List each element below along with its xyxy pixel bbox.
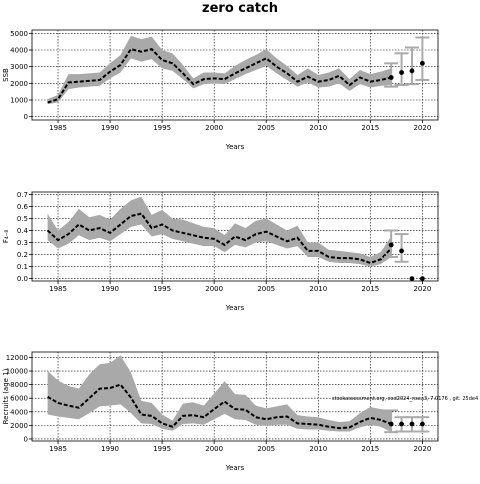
y-tick-label: 2000	[10, 422, 28, 430]
x-tick-label: 1985	[49, 445, 67, 453]
footnote: stockassessment.org, cod2024_nsea3, 7.01…	[332, 396, 478, 402]
estimate-line	[47, 48, 392, 104]
forecast-point	[409, 276, 415, 281]
confidence-band	[47, 196, 392, 267]
forecast-point	[419, 60, 425, 66]
x-tick-label: 1990	[101, 124, 119, 132]
x-tick-label: 2005	[257, 124, 275, 132]
x-tick-label: 1985	[49, 124, 67, 132]
figure-title: zero catch	[202, 1, 278, 16]
x-axis-label: Years	[225, 304, 245, 312]
y-tick-label: 0.7	[17, 191, 28, 199]
y-tick-label: 0.5	[17, 215, 28, 223]
x-tick-label: 2020	[413, 285, 431, 293]
x-tick-label: 2010	[309, 285, 327, 293]
confidence-band	[47, 35, 392, 105]
forecast-point	[409, 421, 415, 427]
y-tick-label: 2000	[10, 80, 28, 88]
y-tick-label: 0.0	[17, 275, 28, 283]
confidence-band	[47, 355, 392, 433]
x-axis-label: Years	[225, 464, 245, 472]
plot-frame	[31, 29, 439, 121]
x-tick-label: 2020	[413, 445, 431, 453]
forecast-point	[399, 70, 404, 75]
plot-frame	[31, 351, 439, 442]
y-tick-label: 12000	[6, 354, 28, 362]
y-tick-label: 4000	[10, 47, 28, 55]
recruits-panel: 1985 1990 1995 2000 2005 2010 2015 2020 0 2000 400…	[2, 351, 439, 472]
x-tick-label: 2015	[361, 285, 379, 293]
x-tick-label: 2015	[361, 445, 379, 453]
x-tick-label: 1995	[153, 445, 171, 453]
y-axis-label: Recruits (age 1)	[2, 368, 10, 424]
forecast-point	[419, 276, 425, 281]
y-tick-label: 1000	[10, 97, 28, 105]
x-tick-label: 1995	[153, 285, 171, 293]
y-tick-label: 0	[24, 435, 28, 443]
forecast-point	[388, 75, 394, 80]
x-tick-label: 1985	[49, 285, 67, 293]
x-tick-label: 2000	[205, 285, 223, 293]
x-tick-label: 2000	[205, 445, 223, 453]
y-tick-label: 5000	[10, 30, 28, 38]
y-tick-label: 0.4	[17, 227, 29, 235]
y-tick-label: 3000	[10, 63, 28, 71]
x-axis-label: Years	[225, 143, 245, 151]
estimate-line	[46, 212, 392, 265]
y-axis-label: F₄₋₈	[2, 230, 10, 244]
x-tick-label: 2010	[309, 445, 327, 453]
forecast-point	[399, 421, 404, 427]
y-tick-label: 4000	[10, 408, 28, 416]
y-tick-label: 0.3	[17, 239, 28, 247]
plot-frame	[31, 191, 439, 282]
forecast-point	[388, 242, 394, 248]
x-tick-label: 1990	[101, 445, 119, 453]
forecast-point	[419, 421, 425, 427]
forecast-point	[399, 248, 404, 254]
forecast-point	[409, 68, 415, 74]
y-tick-label: 0.1	[17, 263, 28, 271]
x-tick-label: 1990	[101, 285, 119, 293]
y-tick-label: 0	[24, 113, 28, 121]
y-tick-label: 10000	[6, 368, 28, 376]
y-tick-label: 0.2	[17, 251, 28, 259]
x-tick-label: 2005	[257, 445, 275, 453]
x-tick-label: 2020	[413, 124, 431, 132]
forecast-point	[388, 421, 394, 427]
y-axis-label: SSB	[2, 68, 10, 82]
ssb-panel: 1985 1990 1995 2000 2005 2010 2015 2020 0 1000 200…	[2, 29, 439, 151]
x-tick-label: 2005	[257, 285, 275, 293]
x-tick-label: 1995	[153, 124, 171, 132]
y-tick-label: 0.6	[17, 203, 29, 211]
x-tick-label: 2000	[205, 124, 223, 132]
y-tick-label: 6000	[10, 395, 28, 403]
x-tick-label: 2010	[309, 124, 327, 132]
y-tick-label: 8000	[10, 381, 28, 389]
fishing-mortality-panel: 1985 1990 1995 2000 2005 2010 2015 2020 0.0 0.1 0.…	[2, 191, 439, 312]
estimate-line	[47, 383, 392, 430]
x-tick-label: 2015	[361, 124, 379, 132]
